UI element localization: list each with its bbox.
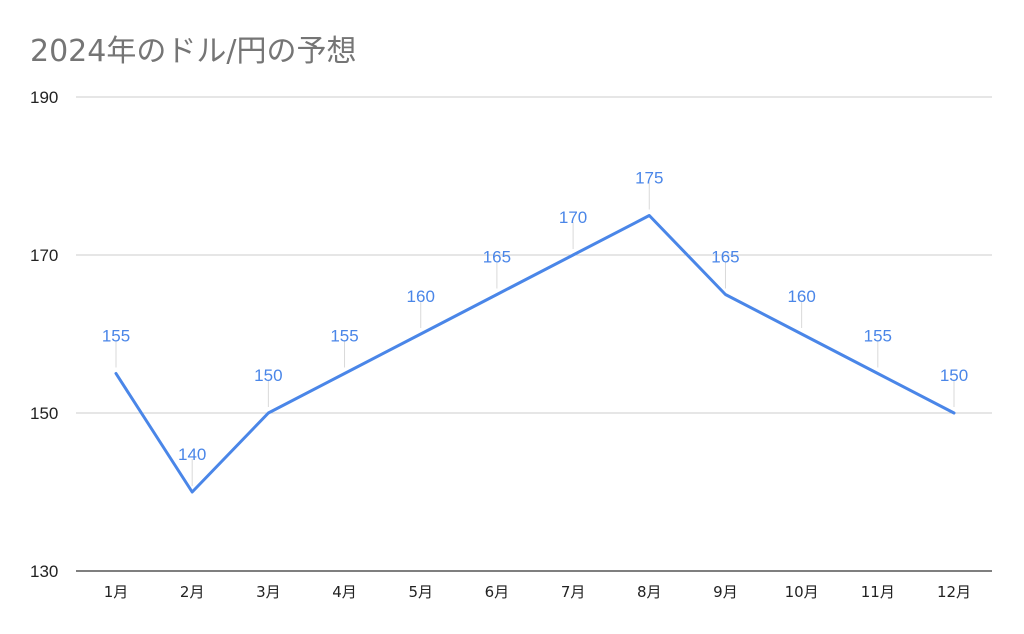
data-labels: 155 140 150 155 160 165 170 175 165 160 155 150 — [102, 169, 968, 465]
data-label: 165 — [483, 248, 511, 267]
data-label: 155 — [864, 327, 892, 346]
series-layer — [114, 214, 956, 494]
y-tick-label: 190 — [30, 88, 58, 107]
x-tick-label: 10月 — [785, 583, 819, 601]
x-tick-label: 5月 — [408, 583, 433, 601]
data-label: 155 — [330, 327, 358, 346]
x-tick-label: 11月 — [861, 583, 895, 601]
y-tick-label: 150 — [30, 404, 58, 423]
data-label: 160 — [787, 287, 815, 306]
x-tick-label: 8月 — [637, 583, 662, 601]
data-label: 170 — [559, 208, 587, 227]
data-label: 175 — [635, 169, 663, 188]
x-tick-label: 1月 — [104, 583, 129, 601]
x-tick-label: 2月 — [180, 583, 205, 601]
data-label: 160 — [407, 287, 435, 306]
y-tick-label: 170 — [30, 246, 58, 265]
x-tick-label: 3月 — [256, 583, 281, 601]
x-tick-label: 7月 — [561, 583, 586, 601]
x-tick-label: 9月 — [713, 583, 738, 601]
data-label: 165 — [711, 248, 739, 267]
data-label: 140 — [178, 445, 206, 464]
series-line — [114, 214, 956, 494]
gridlines — [76, 96, 992, 572]
x-axis-ticks: 1月 2月 3月 4月 5月 6月 7月 8月 9月 10月 11月 12月 — [104, 583, 971, 601]
data-label: 150 — [254, 366, 282, 385]
y-tick-label: 130 — [30, 562, 58, 581]
x-tick-label: 4月 — [332, 583, 357, 601]
y-axis-ticks: 130 150 170 190 — [30, 88, 58, 581]
x-tick-label: 12月 — [937, 583, 971, 601]
x-tick-label: 6月 — [485, 583, 510, 601]
data-label-leaders — [115, 182, 955, 486]
chart-title: 2024年のドル/円の予想 — [30, 34, 357, 69]
data-label: 155 — [102, 327, 130, 346]
data-label: 150 — [940, 366, 968, 385]
